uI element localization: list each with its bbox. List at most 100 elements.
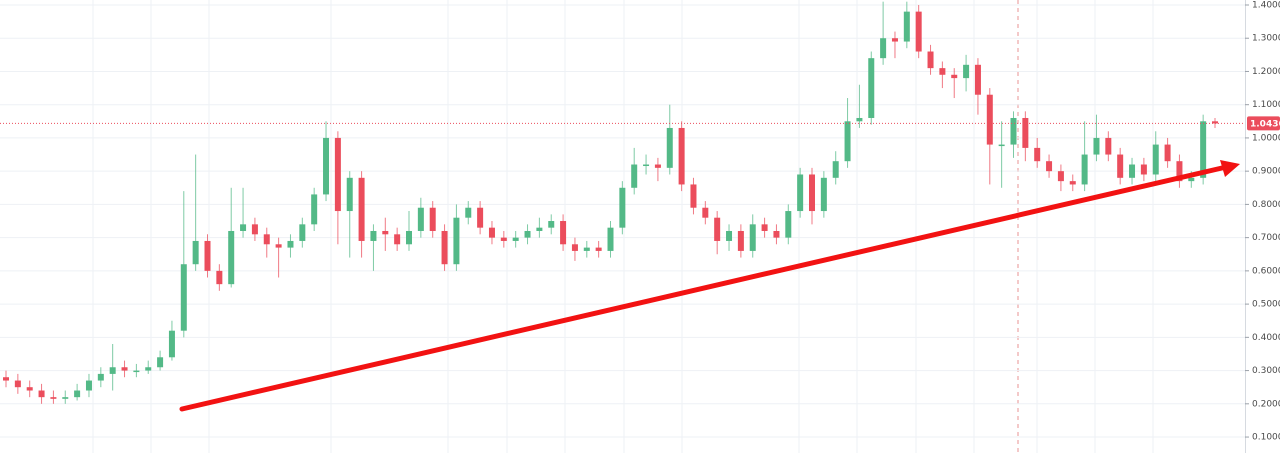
candle-body [631,164,638,188]
candle-body [714,217,721,241]
candle-body [251,224,258,235]
candle-body [1034,147,1041,162]
candle-body [62,397,69,399]
candle-body [429,207,436,231]
candle-body [346,177,353,212]
candle-body [607,227,614,251]
candle-body [737,230,744,251]
candle-body [394,234,401,245]
candle-body [761,224,768,231]
candle-body [157,357,164,368]
candle-body [38,390,45,398]
candle-body [228,230,235,285]
candle-body [951,74,958,79]
candle-body [868,58,875,118]
candle-body [358,177,365,241]
candle-body [1117,154,1124,178]
candle-body [1057,171,1064,182]
candle-body [1069,181,1076,185]
candle-body [453,217,460,265]
candle-body [323,137,330,195]
candle-body [370,230,377,241]
candle-body [595,247,602,251]
candle-body [50,397,57,399]
candle-body [998,144,1005,147]
candle-body [974,64,981,95]
candle-body [133,370,140,373]
candle-body [726,230,733,241]
candle-body [797,174,804,212]
candle-body [311,194,318,225]
candle-body [465,207,472,218]
y-tick-label: 0.9000 [1252,167,1280,177]
candle-body [145,367,152,371]
candle-body [583,247,590,251]
candle-body [749,224,756,251]
candle-body [773,230,780,238]
candle-body [3,377,9,381]
candle-body [571,244,578,251]
candle-body [406,230,412,245]
y-tick-label: 1.0000 [1252,133,1280,143]
candle-body [702,207,709,218]
candle-body [524,230,531,238]
candle-body [417,207,424,231]
candle-body [619,187,626,228]
candle-body [26,387,33,391]
candle-body [903,11,910,42]
last-price-label: 1.0436 [1250,119,1280,129]
candle-body [1093,137,1100,155]
candle-body [844,121,851,162]
candle-body [97,373,104,381]
candle-body [14,380,21,388]
trend-arrow-head [1220,160,1240,177]
candle-body [880,38,887,59]
candle-body [1164,144,1171,162]
candle-body [287,240,294,248]
candle-body [168,330,175,358]
candle-body [678,127,685,185]
candle-body [654,164,661,168]
candle-body [240,224,247,231]
candle-body [1046,161,1053,172]
candle-body [85,380,92,391]
candle-body [382,230,389,235]
candle-body [1140,164,1147,175]
candle-body [109,367,116,374]
candle-body [1176,161,1183,182]
candle-body [180,264,187,331]
candle-body [477,207,484,228]
candle-body [299,224,306,241]
candle-body [536,227,543,231]
candle-body [643,164,650,167]
candle-body [915,11,922,52]
candle-body [1010,117,1017,145]
candle-body [809,174,815,212]
candle-body [1129,164,1136,178]
candle-body [441,230,448,265]
candle-body [785,211,792,238]
candle-body [334,137,341,212]
candle-body [548,221,555,228]
candle-body [275,244,282,248]
candle-body [263,234,270,245]
candle-body [1212,121,1218,124]
candle-body [666,127,673,168]
candle-body [121,367,128,371]
candle-body [192,240,199,265]
candle-body [1022,117,1029,148]
candle-body [1081,154,1088,185]
candle-body [512,237,519,241]
candle-body [1200,121,1207,178]
candle-body [891,38,898,42]
